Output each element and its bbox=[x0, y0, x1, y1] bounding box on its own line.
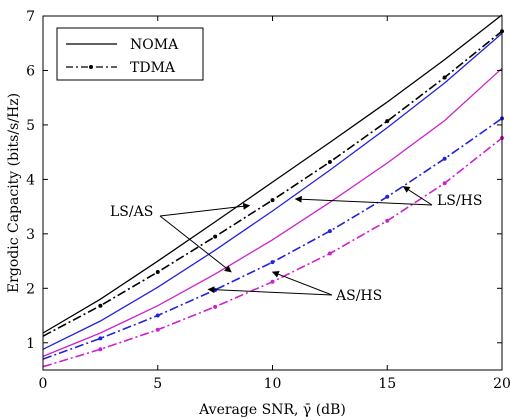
x-tick-label: 10 bbox=[264, 376, 282, 392]
y-tick-label: 6 bbox=[26, 63, 35, 79]
y-tick-label: 4 bbox=[26, 172, 35, 188]
annotation-arrow bbox=[294, 195, 433, 206]
series-point bbox=[327, 229, 332, 234]
annotation-arrow bbox=[159, 202, 251, 217]
series-point bbox=[155, 327, 160, 332]
series-point bbox=[98, 347, 103, 352]
series-point bbox=[213, 234, 218, 239]
series-line-as-hs-noma bbox=[42, 67, 503, 358]
series-point bbox=[155, 313, 160, 318]
annotation-label-ls-hs: LS/HS bbox=[437, 193, 482, 209]
y-axis-title: Ergodic Capacity (bits/s/Hz) bbox=[6, 93, 22, 293]
annotation-label-ls-as: LS/AS bbox=[110, 204, 153, 220]
series-point bbox=[213, 304, 218, 309]
series-point bbox=[327, 251, 332, 256]
series-point bbox=[442, 156, 447, 161]
annotation-layer: LS/AS LS/HS AS/HS bbox=[110, 186, 482, 304]
annotation-arrow bbox=[402, 186, 433, 206]
x-tick-label: 20 bbox=[493, 376, 510, 392]
tick-layer: 0 5 10 15 20 1 2 3 4 5 6 7 bbox=[26, 9, 510, 392]
series-point bbox=[385, 218, 390, 223]
legend-label-tdma: TDMA bbox=[130, 60, 176, 76]
y-tick-label: 7 bbox=[26, 9, 35, 25]
legend-marker-tdma bbox=[89, 65, 93, 69]
y-tick-label: 5 bbox=[26, 118, 35, 134]
y-tick-label: 1 bbox=[26, 336, 35, 352]
y-tick-label: 2 bbox=[26, 281, 35, 297]
x-tick-label: 15 bbox=[378, 376, 396, 392]
annotation-label-as-hs: AS/HS bbox=[335, 288, 382, 304]
y-tick-label: 3 bbox=[26, 227, 35, 243]
series-line-ls-hs-noma bbox=[42, 32, 503, 350]
series-point bbox=[327, 159, 332, 164]
series-line-as-hs-tdma bbox=[42, 137, 503, 368]
series-point bbox=[385, 119, 390, 124]
series-point bbox=[98, 303, 103, 308]
annotation-arrow bbox=[271, 270, 333, 296]
x-tick-label: 5 bbox=[153, 376, 162, 392]
series-line-ls-hs-tdma bbox=[42, 117, 503, 360]
series-point bbox=[270, 260, 275, 265]
series-point bbox=[155, 269, 160, 274]
legend-label-noma: NOMA bbox=[130, 37, 179, 53]
series-line-ls-as-noma bbox=[42, 14, 503, 334]
annotation-arrow bbox=[207, 286, 333, 296]
x-axis-title: Average SNR, γ̄ (dB) bbox=[198, 402, 346, 418]
series-layer bbox=[42, 14, 504, 368]
legend-box bbox=[56, 27, 204, 81]
x-tick-label: 0 bbox=[39, 376, 48, 392]
series-point bbox=[270, 279, 275, 284]
annotation-arrow bbox=[159, 215, 232, 273]
series-point bbox=[442, 75, 447, 80]
series-point bbox=[98, 336, 103, 341]
series-point bbox=[385, 194, 390, 199]
legend: NOMA TDMA bbox=[56, 27, 204, 81]
series-point bbox=[442, 181, 447, 186]
series-line-ls-as-tdma bbox=[42, 30, 503, 337]
series-point bbox=[270, 198, 275, 203]
